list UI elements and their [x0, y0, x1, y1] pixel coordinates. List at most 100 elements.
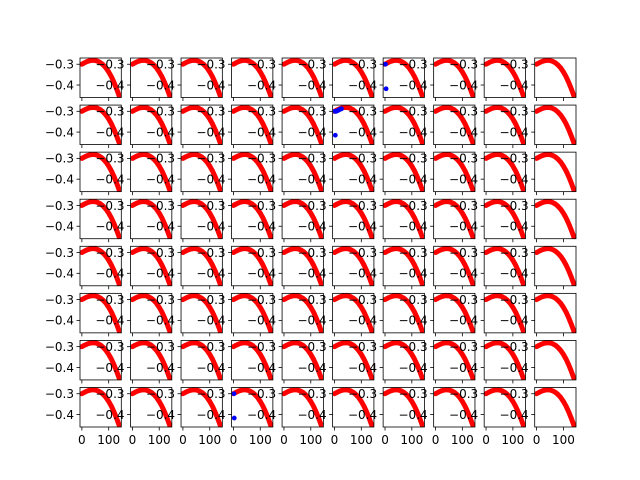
y-tick-label: −0.4 — [95, 172, 124, 186]
y-tick-label: −0.4 — [45, 267, 74, 281]
y-tick-label: −0.3 — [45, 293, 74, 307]
y-tick-label: −0.3 — [297, 105, 326, 119]
y-tick-label: −0.3 — [247, 246, 276, 260]
blue-data-point — [232, 391, 237, 396]
subplot-grid: −0.3 −0.4 −0.3 −0.4 −0.3 −0.4 −0.3 −0.4 −0.3 −0.4… — [45, 58, 576, 447]
y-tick-label: −0.4 — [146, 267, 175, 281]
y-tick-label: −0.4 — [500, 78, 529, 92]
y-tick-label: −0.3 — [297, 152, 326, 166]
y-tick-label: −0.3 — [348, 199, 377, 213]
y-tick-label: −0.4 — [297, 314, 326, 328]
y-tick-label: −0.3 — [45, 246, 74, 260]
y-tick-label: −0.3 — [95, 340, 124, 354]
y-tick-label: −0.3 — [196, 340, 225, 354]
y-tick-label: −0.4 — [399, 361, 428, 375]
y-tick-label: −0.4 — [146, 314, 175, 328]
y-tick-label: −0.3 — [500, 199, 529, 213]
y-tick-label: −0.3 — [348, 152, 377, 166]
y-tick-label: −0.3 — [297, 58, 326, 72]
y-tick-label: −0.4 — [297, 220, 326, 234]
y-tick-label: −0.4 — [297, 172, 326, 186]
y-tick-label: −0.3 — [348, 246, 377, 260]
x-tick-label: 100 — [97, 433, 120, 447]
y-tick-label: −0.3 — [500, 387, 529, 401]
y-tick-label: −0.4 — [247, 125, 276, 139]
y-tick-label: −0.4 — [95, 78, 124, 92]
y-tick-label: −0.3 — [297, 387, 326, 401]
y-tick-label: −0.4 — [449, 408, 478, 422]
y-tick-label: −0.3 — [247, 152, 276, 166]
y-tick-label: −0.4 — [196, 220, 225, 234]
y-tick-label: −0.3 — [196, 199, 225, 213]
y-tick-label: −0.3 — [297, 293, 326, 307]
y-tick-label: −0.4 — [348, 220, 377, 234]
y-tick-label: −0.3 — [449, 340, 478, 354]
y-tick-label: −0.4 — [45, 172, 74, 186]
y-tick-label: −0.4 — [399, 125, 428, 139]
y-tick-label: −0.4 — [95, 361, 124, 375]
y-tick-label: −0.4 — [95, 408, 124, 422]
x-tick-label: 100 — [552, 433, 575, 447]
y-tick-label: −0.3 — [500, 105, 529, 119]
y-tick-label: −0.3 — [348, 387, 377, 401]
y-tick-label: −0.4 — [449, 361, 478, 375]
x-tick-label: 0 — [381, 433, 389, 447]
y-tick-label: −0.4 — [247, 220, 276, 234]
y-tick-label: −0.3 — [348, 293, 377, 307]
y-tick-label: −0.4 — [297, 361, 326, 375]
y-tick-label: −0.4 — [146, 220, 175, 234]
y-tick-label: −0.4 — [449, 314, 478, 328]
y-tick-label: −0.4 — [449, 267, 478, 281]
y-tick-label: −0.4 — [500, 361, 529, 375]
x-tick-label: 100 — [249, 433, 272, 447]
y-tick-label: −0.3 — [500, 246, 529, 260]
x-tick-label: 0 — [280, 433, 288, 447]
y-tick-label: −0.4 — [399, 78, 428, 92]
y-tick-label: −0.3 — [146, 246, 175, 260]
y-tick-label: −0.4 — [45, 125, 74, 139]
y-tick-label: −0.3 — [95, 152, 124, 166]
y-tick-label: −0.3 — [247, 105, 276, 119]
y-tick-label: −0.3 — [449, 293, 478, 307]
y-tick-label: −0.4 — [196, 314, 225, 328]
y-tick-label: −0.4 — [146, 78, 175, 92]
x-tick-label: 0 — [179, 433, 187, 447]
y-tick-label: −0.4 — [45, 220, 74, 234]
y-tick-label: −0.3 — [95, 199, 124, 213]
y-tick-label: −0.4 — [146, 361, 175, 375]
y-tick-label: −0.3 — [399, 199, 428, 213]
blue-data-point — [339, 106, 344, 111]
y-tick-label: −0.3 — [196, 293, 225, 307]
y-tick-label: −0.3 — [95, 293, 124, 307]
y-tick-label: −0.3 — [500, 340, 529, 354]
y-tick-label: −0.3 — [449, 58, 478, 72]
x-tick-label: 100 — [299, 433, 322, 447]
y-tick-label: −0.4 — [95, 125, 124, 139]
y-tick-label: −0.3 — [146, 387, 175, 401]
y-tick-label: −0.4 — [45, 408, 74, 422]
y-tick-label: −0.4 — [449, 172, 478, 186]
y-tick-label: −0.3 — [95, 105, 124, 119]
y-tick-label: −0.3 — [95, 387, 124, 401]
y-tick-label: −0.3 — [297, 340, 326, 354]
y-tick-label: −0.4 — [399, 314, 428, 328]
y-tick-label: −0.4 — [348, 172, 377, 186]
y-tick-label: −0.4 — [500, 314, 529, 328]
blue-data-point — [384, 86, 389, 91]
y-tick-label: −0.4 — [348, 361, 377, 375]
x-tick-label: 100 — [451, 433, 474, 447]
y-tick-label: −0.3 — [196, 58, 225, 72]
y-tick-label: −0.4 — [500, 172, 529, 186]
y-tick-label: −0.3 — [146, 340, 175, 354]
y-tick-label: −0.3 — [196, 387, 225, 401]
y-tick-label: −0.3 — [45, 340, 74, 354]
y-tick-label: −0.3 — [399, 152, 428, 166]
y-tick-label: −0.3 — [297, 246, 326, 260]
y-tick-label: −0.3 — [399, 340, 428, 354]
y-tick-label: −0.4 — [500, 267, 529, 281]
x-tick-label: 0 — [533, 433, 541, 447]
y-tick-label: −0.4 — [45, 78, 74, 92]
y-tick-label: −0.3 — [500, 58, 529, 72]
x-tick-label: 0 — [482, 433, 490, 447]
